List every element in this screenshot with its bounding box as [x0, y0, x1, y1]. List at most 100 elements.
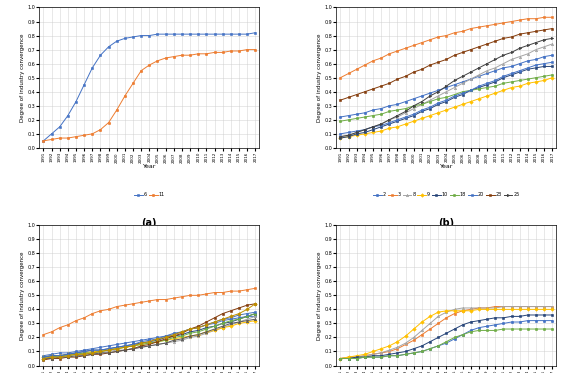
- 13: [219, 325, 226, 330]
- 16: [337, 356, 344, 361]
- 11: [138, 68, 144, 73]
- 24: [211, 327, 218, 331]
- 4: [203, 292, 210, 296]
- 18: [386, 109, 393, 114]
- Y-axis label: Degree of industry convergence: Degree of industry convergence: [316, 251, 321, 339]
- 3: [451, 31, 458, 35]
- 25: [402, 109, 409, 114]
- 12: [138, 345, 144, 350]
- 13: [89, 349, 96, 354]
- 12: [170, 339, 177, 344]
- 4: [195, 293, 202, 298]
- 4: [146, 299, 153, 303]
- 27: [81, 352, 88, 357]
- 26: [337, 356, 344, 361]
- 11: [179, 53, 185, 57]
- 1: [154, 335, 161, 340]
- 25: [541, 38, 547, 42]
- X-axis label: Year: Year: [439, 164, 453, 169]
- 13: [56, 354, 63, 358]
- 11: [203, 51, 210, 56]
- 5: [475, 325, 482, 330]
- 9: [549, 75, 556, 80]
- 8: [484, 68, 491, 73]
- 4: [219, 290, 226, 295]
- 1: [105, 344, 112, 348]
- 9: [451, 105, 458, 109]
- Line: 16: 16: [339, 305, 554, 360]
- 8: [337, 134, 344, 139]
- 13: [244, 320, 251, 324]
- 16: [427, 321, 433, 326]
- 7: [451, 311, 458, 316]
- 6: [72, 99, 79, 104]
- 10: [516, 70, 523, 74]
- 21: [492, 316, 498, 320]
- 2: [533, 57, 540, 62]
- 15: [97, 349, 104, 354]
- 23: [443, 57, 450, 62]
- 8: [370, 125, 377, 129]
- 5: [386, 354, 393, 358]
- 13: [252, 319, 259, 323]
- 5: [378, 355, 384, 359]
- 14: [138, 341, 144, 345]
- 27: [130, 344, 137, 348]
- 2: [402, 99, 409, 104]
- 15: [211, 324, 218, 329]
- 27: [40, 356, 47, 361]
- Line: 9: 9: [339, 76, 554, 139]
- 2: [541, 54, 547, 59]
- 22: [146, 342, 153, 347]
- 17: [211, 320, 218, 324]
- 22: [89, 352, 96, 357]
- 2: [394, 102, 401, 107]
- 4: [211, 290, 218, 295]
- 24: [179, 336, 185, 341]
- 9: [533, 80, 540, 84]
- 15: [252, 311, 259, 316]
- 13: [154, 339, 161, 344]
- 21: [378, 354, 384, 358]
- 6: [56, 125, 63, 129]
- 23: [533, 29, 540, 34]
- 15: [203, 327, 210, 331]
- 20: [524, 66, 531, 70]
- 6: [40, 139, 47, 143]
- 13: [105, 348, 112, 352]
- 18: [345, 117, 352, 122]
- 11: [56, 136, 63, 140]
- 19: [370, 349, 377, 354]
- 23: [386, 81, 393, 85]
- 2: [361, 110, 368, 115]
- 15: [130, 344, 137, 348]
- 8: [353, 130, 360, 135]
- 26: [386, 354, 393, 358]
- 27: [219, 317, 226, 322]
- 5: [353, 356, 360, 361]
- 18: [475, 87, 482, 91]
- 7: [468, 307, 474, 311]
- 8: [475, 73, 482, 77]
- 16: [419, 328, 425, 333]
- 8: [345, 133, 352, 138]
- 4: [244, 288, 251, 292]
- 17: [81, 349, 88, 354]
- 8: [468, 77, 474, 81]
- 26: [443, 339, 450, 344]
- 18: [378, 112, 384, 116]
- 17: [138, 339, 144, 344]
- 5: [394, 354, 401, 358]
- 13: [97, 349, 104, 354]
- 27: [114, 347, 120, 351]
- 7: [435, 321, 442, 326]
- 2: [370, 108, 377, 112]
- 25: [500, 53, 507, 57]
- 9: [410, 119, 417, 123]
- 17: [252, 310, 259, 314]
- 27: [203, 323, 210, 327]
- 9: [459, 102, 466, 107]
- 18: [410, 104, 417, 108]
- 18: [492, 84, 498, 88]
- 21: [402, 349, 409, 354]
